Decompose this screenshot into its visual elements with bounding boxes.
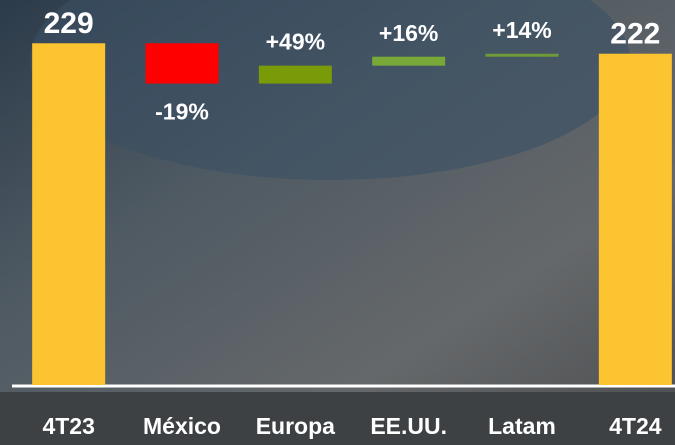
bar: [598, 53, 672, 385]
bar: [258, 65, 332, 84]
bar: [372, 56, 446, 66]
bar: [485, 53, 559, 57]
x-tick-label: Europa: [256, 413, 335, 439]
data-label: 222: [610, 18, 660, 51]
x-tick-label: México: [143, 413, 221, 439]
bar: [145, 43, 219, 84]
data-label: +49%: [266, 29, 325, 55]
data-label: +14%: [492, 17, 551, 43]
x-tick-label: EE.UU.: [370, 413, 447, 439]
x-tick-label: 4T24: [609, 413, 662, 439]
footer-band: [0, 392, 675, 445]
data-label: -19%: [155, 99, 209, 125]
x-tick-label: Latam: [488, 413, 556, 439]
data-label: +16%: [379, 20, 438, 46]
x-tick-label: 4T23: [42, 413, 94, 439]
bar: [32, 43, 106, 385]
data-label: 229: [44, 7, 94, 40]
